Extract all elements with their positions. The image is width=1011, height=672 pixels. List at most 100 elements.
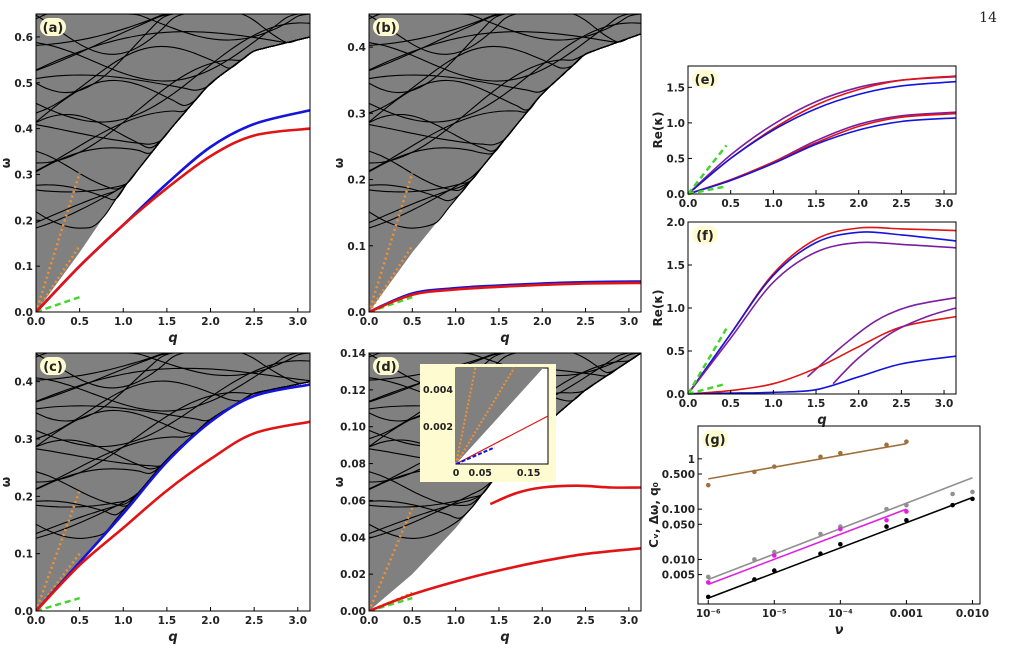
- plot-frame: [35, 352, 311, 612]
- gray_line-data-point: [818, 531, 823, 537]
- band-line: [369, 14, 641, 72]
- x-tick-label: 0.001: [890, 608, 923, 620]
- y-tick-label: 0.3: [347, 108, 366, 120]
- green-dashed-ray: [686, 328, 728, 395]
- band-line: [36, 14, 310, 55]
- x-tick-label: 1.5: [490, 615, 509, 627]
- y-tick-label: 0.2: [347, 175, 366, 187]
- x-tick-label: 3.0: [620, 316, 639, 328]
- y-tick-label: 0.1: [14, 261, 33, 273]
- band-line: [36, 31, 310, 71]
- gray_line-data-point: [752, 557, 757, 562]
- y-tick-label: 0.100: [662, 504, 695, 516]
- y-tick-label: 0.0: [14, 606, 33, 618]
- red-series-line: [687, 315, 957, 395]
- y-tick-label: 0.02: [340, 569, 366, 581]
- y-tick-label: 0.1: [347, 241, 366, 253]
- gray_line-data-point: [950, 491, 955, 497]
- band-line: [36, 353, 310, 381]
- x-tick-label: 2.0: [849, 198, 868, 210]
- y-axis-label: Re(κ): [651, 112, 665, 149]
- y-tick-label: 0.0: [14, 307, 33, 319]
- y-tick-label: 0.06: [340, 495, 366, 507]
- x-tick-label: 2.0: [849, 398, 868, 410]
- panel-label-bg: [40, 18, 66, 36]
- x-tick-label: 1.5: [490, 316, 509, 328]
- y-axis-label: Re(κ): [651, 290, 665, 327]
- y-tick-label: 0.3: [14, 169, 33, 181]
- x-tick-label: 0.5: [721, 398, 740, 410]
- panel-label: (f): [692, 226, 718, 244]
- magenta-data-point: [771, 553, 777, 558]
- plot-frame: [687, 65, 957, 195]
- band-line: [369, 31, 641, 71]
- x-tick-label: 3.0: [935, 198, 954, 210]
- x-tick-label: 1.0: [446, 316, 465, 328]
- x-axis-label: q: [168, 630, 177, 645]
- black-data-point: [950, 502, 955, 508]
- x-tick-label: 0.5: [403, 615, 422, 627]
- blue-series-line: [687, 117, 957, 195]
- panel-label: (e): [692, 70, 718, 88]
- y-tick-label: 0.14: [340, 348, 366, 360]
- inset-x-tick-label: 0: [453, 468, 460, 479]
- brown-data-point: [818, 454, 823, 460]
- y-tick-label: 1.5: [666, 82, 685, 94]
- band-line: [369, 14, 641, 46]
- y-tick-label: 0.10: [340, 422, 366, 434]
- y-tick-label: 0.050: [662, 519, 695, 531]
- x-tick-label: 1.0: [114, 615, 133, 627]
- band-line: [36, 353, 310, 377]
- brown-data-point: [884, 442, 889, 448]
- blue-series-line: [687, 80, 957, 195]
- orange-dotted-ray: [36, 490, 81, 611]
- blue-series-line: [687, 355, 957, 395]
- x-tick-label: 10⁻⁶: [696, 608, 721, 620]
- magenta-data-point: [705, 580, 711, 585]
- panel-label-text: (b): [375, 21, 396, 36]
- plot-area: [36, 353, 310, 611]
- magenta-data-point: [904, 509, 909, 514]
- magenta-data-point: [884, 518, 889, 523]
- black-data-point: [705, 594, 711, 600]
- band-line: [369, 14, 641, 41]
- y-tick-label: 0.08: [340, 459, 366, 471]
- inset-y-tick-label: 0.002: [423, 422, 453, 433]
- inset-red-line: [455, 415, 549, 465]
- x-tick-label: 2.5: [245, 615, 264, 627]
- y-tick-label: 0.005: [662, 570, 695, 582]
- panel-label: (c): [40, 357, 66, 375]
- panel-b: 0.0 0.5 1.0 1.5 2.0 2.5 3.0 0.0 0.1 0.2 0.3 0.4 q ω (b…: [332, 13, 642, 346]
- plot-frame: [35, 13, 311, 313]
- x-axis-label: q: [500, 331, 509, 346]
- inset-d: 0 0.05 0.15 0.002 0.004: [420, 364, 556, 482]
- orange-dotted-ray: [369, 172, 414, 312]
- band-line: [369, 353, 641, 389]
- inset-x-tick-label: 0.15: [517, 468, 540, 479]
- red-series-line: [36, 127, 310, 312]
- y-tick-label: 0.010: [662, 554, 695, 566]
- black-data-point: [970, 496, 975, 502]
- band-line: [36, 22, 310, 123]
- panel-label: (g): [702, 430, 728, 448]
- x-axis-label: q: [500, 630, 509, 645]
- x-tick-label: 0.0: [360, 615, 379, 627]
- continuum-region: [369, 14, 641, 312]
- y-tick-label: 1.0: [666, 303, 685, 315]
- black-data-point: [771, 568, 777, 573]
- red-series-line: [369, 281, 641, 312]
- x-tick-label: 0.0: [360, 316, 379, 328]
- y-axis-label: ω: [332, 158, 346, 168]
- brown-data-point: [904, 439, 909, 444]
- gray_line-data-point: [771, 549, 777, 555]
- y-tick-label: 0.2: [14, 491, 33, 503]
- y-tick-label: 1.5: [666, 260, 685, 272]
- panel-label-bg: [702, 430, 728, 448]
- panel-label-bg: [40, 357, 66, 375]
- panel-label-bg: [373, 357, 399, 375]
- band-line: [36, 14, 310, 46]
- black-data-point: [884, 524, 889, 529]
- band-line: [369, 353, 641, 381]
- y-tick-label: 0.0: [347, 307, 366, 319]
- red-series-line: [489, 484, 641, 506]
